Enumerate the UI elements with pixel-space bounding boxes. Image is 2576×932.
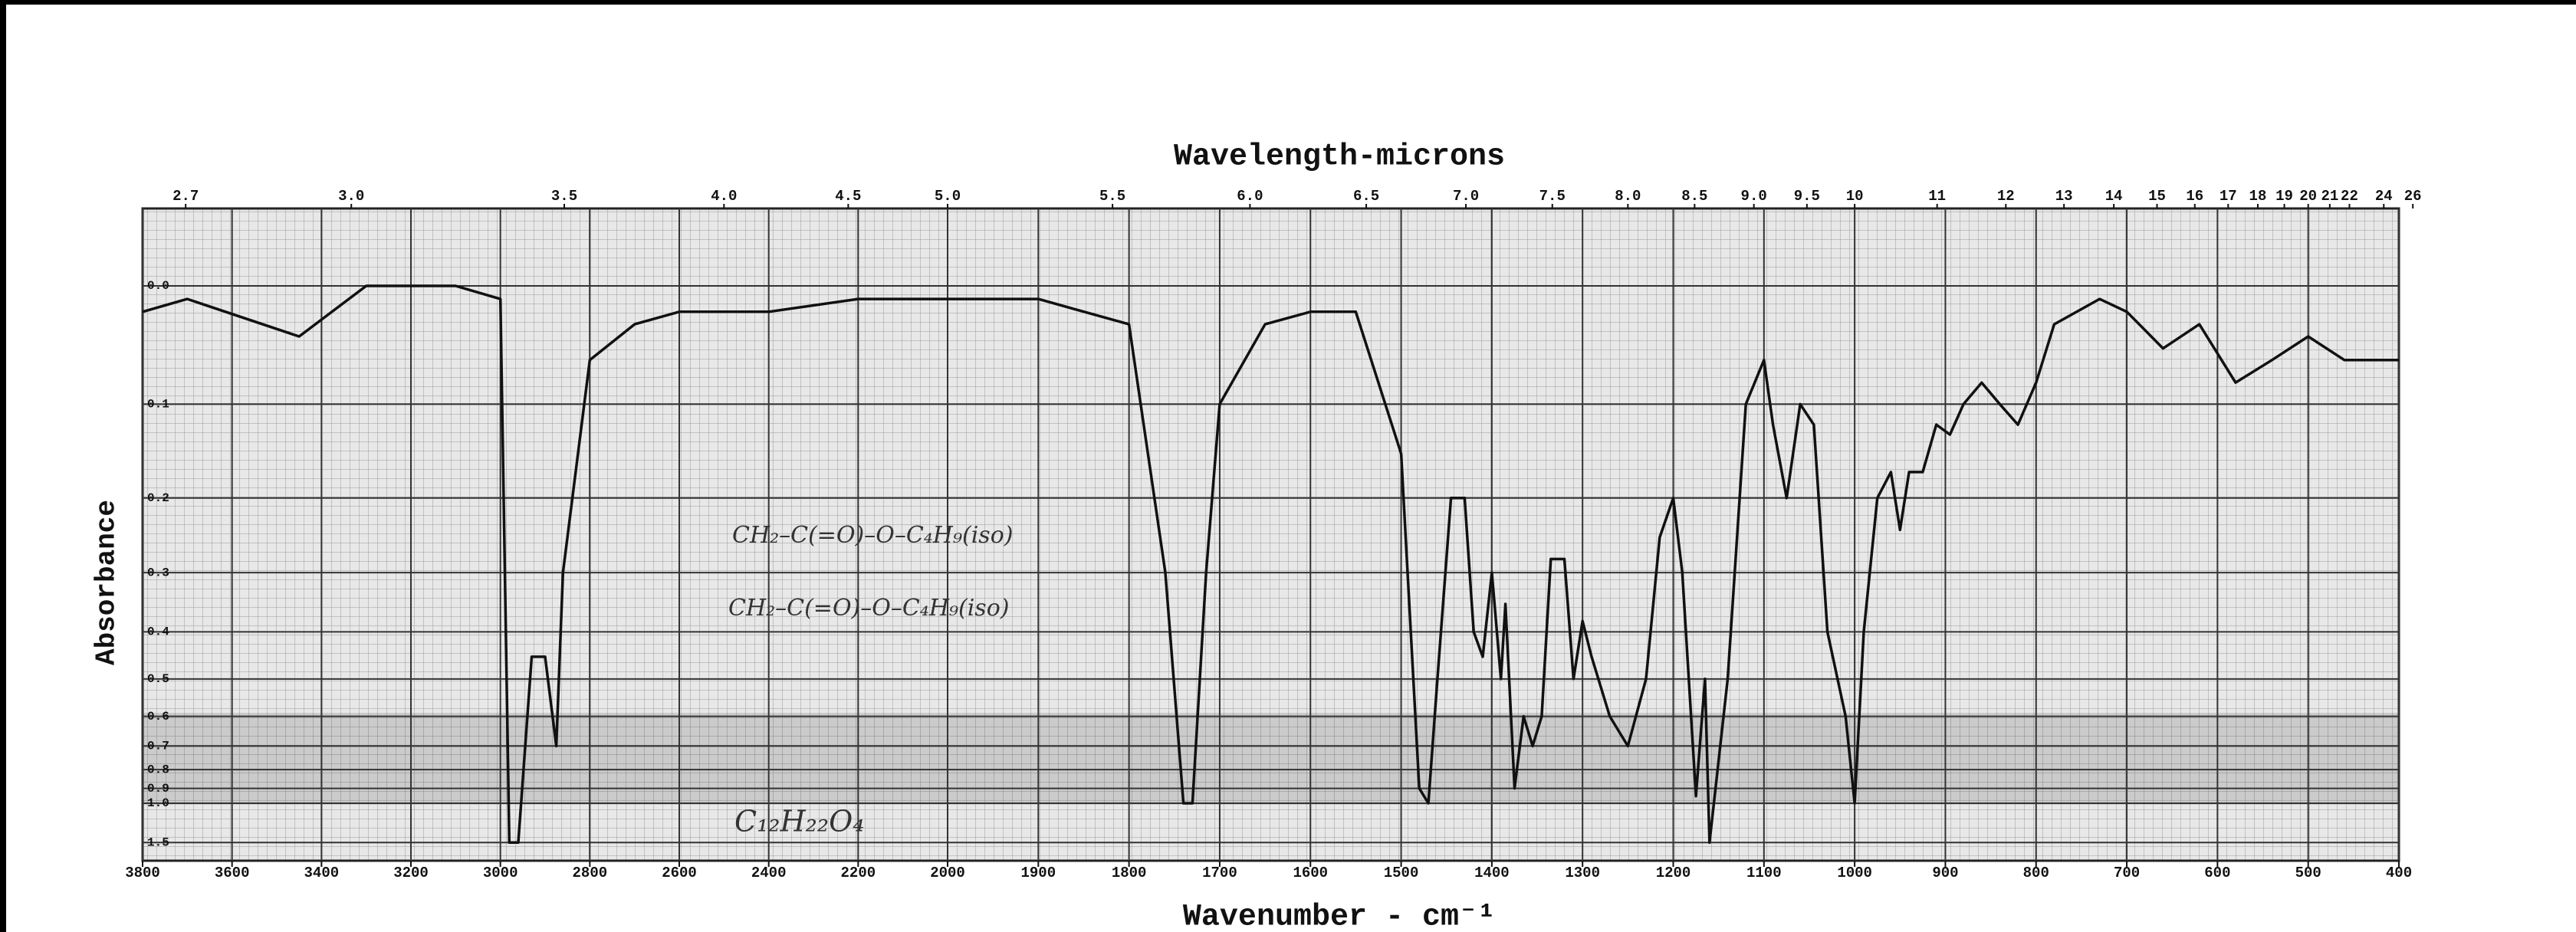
- plot-area: [141, 207, 2400, 862]
- x2-tick-label: 6.5: [1353, 188, 1379, 205]
- y-tick-label: 0.1: [147, 397, 169, 411]
- x2-tick-label: 3.0: [338, 188, 364, 205]
- y-axis-label: Absorbance: [91, 500, 123, 665]
- x2-tick-label: 4.0: [711, 188, 737, 205]
- x-tick-label: 1600: [1293, 865, 1328, 881]
- x2-tick-label: 10: [1846, 188, 1864, 205]
- y-tick-label: 0.8: [147, 763, 169, 776]
- x2-tick-label: 4.5: [835, 188, 861, 205]
- annotation: C₁₂H₂₂O₄: [734, 805, 865, 838]
- y-tick-label: 1.0: [147, 796, 169, 810]
- x-tick-label: 1100: [1746, 865, 1782, 881]
- x2-tick-label: 5.0: [935, 188, 961, 205]
- x-tick-label: 800: [2023, 865, 2049, 881]
- x-tick-label: 2200: [841, 865, 876, 881]
- x-tick-label: 1300: [1565, 865, 1600, 881]
- x2-tick-label: 12: [1997, 188, 2015, 205]
- x2-tick-label: 22: [2341, 188, 2358, 205]
- x-tick-label: 3600: [215, 865, 250, 881]
- x-tick-label: 1200: [1656, 865, 1691, 881]
- x-tick-label: 1900: [1021, 865, 1056, 881]
- x-tick-label: 3400: [304, 865, 340, 881]
- x2-tick-label: 9.5: [1794, 188, 1820, 205]
- x2-tick-label: 3.5: [551, 188, 577, 205]
- y-tick-label: 0.5: [147, 672, 169, 686]
- y-tick-label: 0.7: [147, 740, 169, 753]
- x2-tick-label: 20: [2299, 188, 2317, 205]
- x-tick-label: 3000: [483, 865, 518, 881]
- x2-tick-label: 19: [2275, 188, 2293, 205]
- y-tick-label: 0.6: [147, 710, 169, 724]
- y-tick-label: 0.4: [147, 625, 169, 639]
- x-tick-label: 1000: [1837, 865, 1872, 881]
- scan-edge: [0, 0, 2576, 5]
- x-tick-label: 600: [2204, 865, 2230, 881]
- x-tick-label: 900: [1932, 865, 1958, 881]
- x-axis-label: Wavenumber - cm⁻¹: [1183, 901, 1496, 932]
- x2-tick-label: 7.0: [1453, 188, 1479, 205]
- x-tick-label: 3200: [393, 865, 429, 881]
- x2-tick-label: 24: [2375, 188, 2393, 205]
- x2-tick-label: 11: [1928, 188, 1946, 205]
- x2-tick-label: 15: [2148, 188, 2166, 205]
- y-tick-label: 1.5: [147, 836, 169, 850]
- x-tick-label: 700: [2114, 865, 2140, 881]
- x-tick-label: 500: [2295, 865, 2321, 881]
- y-tick-label: 0.0: [147, 279, 169, 293]
- x-tick-label: 1500: [1384, 865, 1419, 881]
- x-tick-label: 1800: [1112, 865, 1147, 881]
- annotation: CH₂–C(=O)–O–C₄H₉(iso): [728, 595, 1009, 622]
- y-tick-label: 0.3: [147, 566, 169, 579]
- x-tick-label: 3800: [125, 865, 160, 881]
- scan-shading: [143, 713, 2399, 805]
- x-tick-label: 1700: [1202, 865, 1237, 881]
- x2-tick-label: 8.5: [1681, 188, 1707, 205]
- annotation: CH₂–C(=O)–O–C₄H₉(iso): [732, 522, 1013, 549]
- y-tick-label: 0.2: [147, 491, 169, 505]
- x-tick-label: 2000: [930, 865, 965, 881]
- x2-tick-label: 18: [2249, 188, 2267, 205]
- x2-tick-label: 16: [2186, 188, 2203, 205]
- x2-tick-label: 2.7: [172, 188, 199, 205]
- x-tick-label: 2400: [751, 865, 787, 881]
- x2-tick-label: 21: [2321, 188, 2338, 205]
- y-tick-label: 0.9: [147, 782, 169, 796]
- x2-tick-label: 26: [2404, 188, 2422, 205]
- x-tick-label: 400: [2386, 865, 2412, 881]
- x2-tick-label: 9.0: [1741, 188, 1767, 205]
- chart-title: Wavelength-microns: [1174, 140, 1505, 175]
- scan-edge: [0, 0, 6, 932]
- x2-tick-label: 6.0: [1237, 188, 1263, 205]
- x2-tick-label: 8.0: [1615, 188, 1641, 205]
- x2-tick-label: 14: [2105, 188, 2123, 205]
- x2-tick-label: 13: [2055, 188, 2073, 205]
- x2-tick-label: 5.5: [1099, 188, 1125, 205]
- x-tick-label: 2800: [573, 865, 608, 881]
- x2-tick-label: 7.5: [1539, 188, 1566, 205]
- x-tick-label: 2600: [662, 865, 697, 881]
- spectrum-line: [142, 284, 2399, 845]
- x2-tick-label: 17: [2220, 188, 2237, 205]
- x-tick-label: 1400: [1474, 865, 1510, 881]
